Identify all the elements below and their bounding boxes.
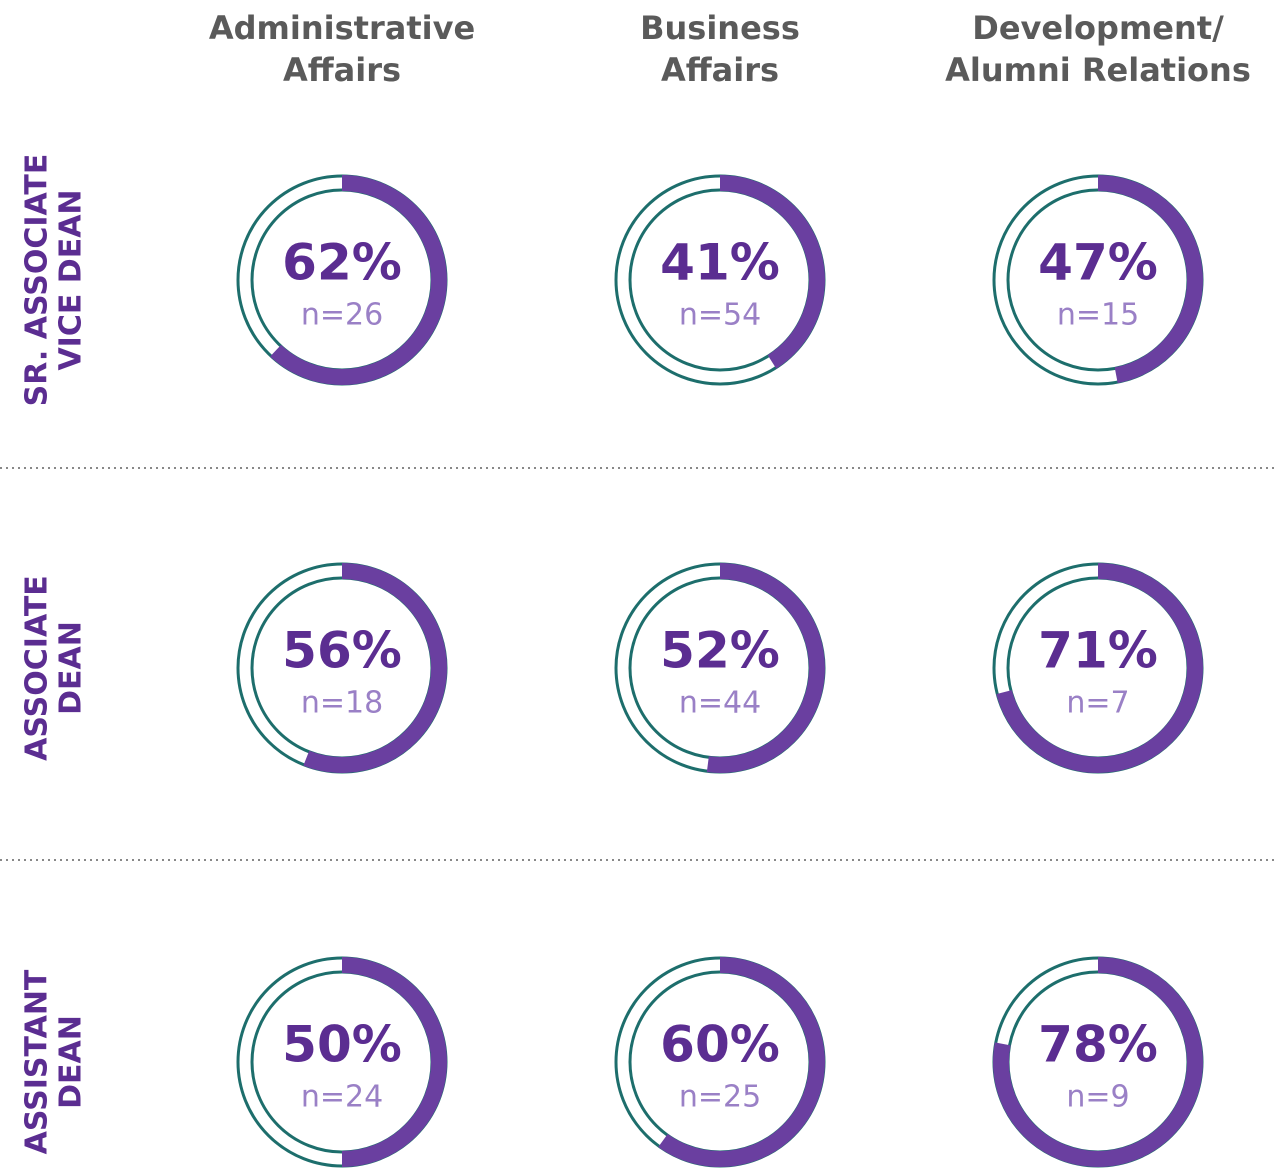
column-header: Affairs — [283, 51, 401, 89]
column-header: Administrative — [209, 9, 475, 47]
arc — [993, 957, 1203, 1167]
count-label: n=24 — [301, 1080, 383, 1115]
column-header: Affairs — [661, 51, 779, 89]
arc — [303, 563, 447, 773]
arc — [706, 563, 825, 773]
value-label: 56% — [282, 622, 402, 680]
value-label: 52% — [660, 622, 780, 680]
row-label: ASSISTANT — [20, 969, 55, 1154]
row-label: SR. ASSOCIATE — [20, 154, 55, 407]
arc — [341, 957, 447, 1167]
count-label: n=26 — [301, 298, 383, 333]
row-label: VICE DEAN — [54, 189, 89, 370]
column-header: Business — [640, 9, 800, 47]
count-label: n=9 — [1066, 1080, 1129, 1115]
arc — [996, 563, 1203, 773]
row-label: ASSOCIATE — [20, 575, 55, 761]
arc — [658, 957, 825, 1167]
value-label: 50% — [282, 1016, 402, 1074]
arc — [1097, 175, 1203, 384]
arc — [719, 175, 825, 369]
count-label: n=18 — [301, 686, 383, 721]
count-label: n=44 — [679, 686, 761, 721]
column-header: Development/ — [972, 9, 1224, 47]
value-label: 60% — [660, 1016, 780, 1074]
value-label: 62% — [282, 234, 402, 292]
count-label: n=54 — [679, 298, 761, 333]
value-label: 71% — [1038, 622, 1158, 680]
row-label: DEAN — [54, 1015, 89, 1109]
value-label: 47% — [1038, 234, 1158, 292]
column-header: Alumni Relations — [945, 51, 1251, 89]
arc — [270, 175, 447, 385]
count-label: n=7 — [1066, 686, 1129, 721]
count-label: n=15 — [1057, 298, 1139, 333]
value-label: 78% — [1038, 1016, 1158, 1074]
value-label: 41% — [660, 234, 780, 292]
row-label: DEAN — [54, 621, 89, 715]
count-label: n=25 — [679, 1080, 761, 1115]
